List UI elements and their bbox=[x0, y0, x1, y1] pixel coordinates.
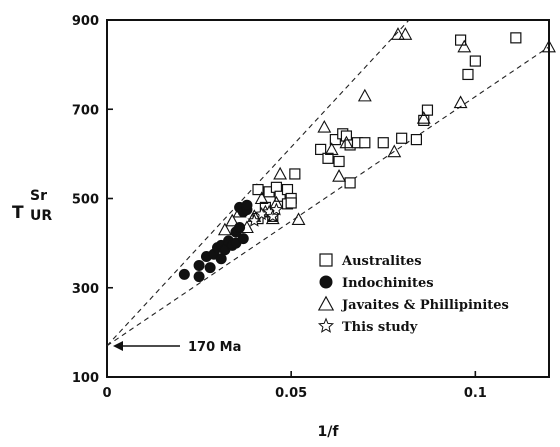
legend-label: This study bbox=[342, 320, 418, 335]
data-point bbox=[178, 268, 190, 280]
x-axis-title: 1/f bbox=[318, 424, 340, 440]
y-tick-label: 700 bbox=[72, 103, 99, 118]
data-point bbox=[204, 262, 216, 274]
annotation-label: 170 Ma bbox=[188, 340, 241, 355]
legend-label: Javaites & Phillipinites bbox=[341, 298, 509, 313]
data-point bbox=[462, 68, 474, 81]
axis-ticks: 100 300 500 700 900 0 0.05 0.1 bbox=[72, 14, 487, 401]
data-point bbox=[421, 104, 434, 116]
data-point bbox=[265, 208, 280, 223]
data-point bbox=[241, 199, 253, 211]
data-point bbox=[457, 39, 472, 53]
data-point bbox=[391, 27, 405, 40]
annotation: 170 Ma bbox=[113, 340, 241, 355]
data-point bbox=[193, 271, 205, 283]
data-point bbox=[274, 190, 286, 202]
x-tick-label: 0.1 bbox=[464, 386, 487, 401]
data-marks bbox=[178, 27, 556, 283]
y-axis-title-sub: UR bbox=[30, 208, 52, 224]
legend: Australites Indochinites Javaites & Philli… bbox=[317, 253, 509, 335]
series-this-study bbox=[247, 202, 284, 227]
data-point bbox=[344, 177, 356, 189]
y-tick-label: 300 bbox=[72, 282, 99, 297]
y-tick-label: 900 bbox=[72, 14, 99, 29]
y-tick-label: 100 bbox=[72, 371, 99, 386]
data-point bbox=[315, 143, 327, 156]
y-axis-title: T Sr UR bbox=[12, 188, 52, 224]
data-point bbox=[510, 32, 522, 44]
data-point bbox=[377, 137, 389, 149]
data-point bbox=[322, 152, 334, 164]
x-tick-label: 0 bbox=[102, 386, 111, 401]
data-point bbox=[254, 191, 269, 205]
data-point bbox=[387, 144, 402, 158]
data-point bbox=[416, 111, 431, 124]
data-point bbox=[469, 55, 481, 67]
legend-marker bbox=[319, 275, 333, 289]
data-point bbox=[418, 114, 430, 127]
reference-line bbox=[106, 46, 550, 347]
data-point bbox=[542, 39, 556, 53]
legend-marker bbox=[319, 253, 333, 267]
data-point bbox=[332, 169, 346, 182]
data-point bbox=[289, 168, 301, 180]
data-point bbox=[398, 27, 413, 40]
legend-marker bbox=[317, 317, 335, 333]
data-point bbox=[291, 212, 306, 226]
series-australites bbox=[252, 32, 522, 225]
data-point bbox=[273, 166, 288, 180]
legend-label: Australites bbox=[341, 254, 422, 269]
series-indochinites bbox=[178, 199, 253, 283]
data-point bbox=[453, 95, 468, 109]
data-point bbox=[324, 142, 339, 155]
data-point bbox=[329, 133, 341, 146]
reference-line bbox=[106, 19, 410, 347]
reference-lines bbox=[106, 19, 550, 347]
y-tick-label: 500 bbox=[72, 193, 99, 208]
data-point bbox=[359, 137, 371, 149]
data-point bbox=[357, 88, 372, 102]
data-point bbox=[252, 183, 264, 196]
x-tick-label: 0.05 bbox=[275, 386, 307, 401]
data-point bbox=[317, 119, 332, 133]
data-point bbox=[240, 220, 254, 234]
data-point bbox=[339, 135, 354, 149]
data-point bbox=[217, 222, 232, 236]
data-point bbox=[232, 204, 247, 218]
legend-marker bbox=[317, 295, 335, 311]
legend-label: Indochinites bbox=[342, 276, 434, 291]
data-point bbox=[225, 213, 240, 227]
data-point bbox=[410, 133, 422, 146]
data-point bbox=[285, 197, 297, 209]
y-axis-title-sup: Sr bbox=[30, 188, 47, 204]
data-point bbox=[455, 34, 467, 46]
data-point bbox=[396, 132, 408, 144]
y-axis-title-base: T bbox=[12, 203, 24, 223]
annotation-arrow-head bbox=[113, 341, 123, 351]
data-point bbox=[193, 259, 205, 271]
data-point bbox=[237, 233, 249, 245]
data-point bbox=[333, 155, 345, 168]
data-point bbox=[269, 202, 284, 216]
